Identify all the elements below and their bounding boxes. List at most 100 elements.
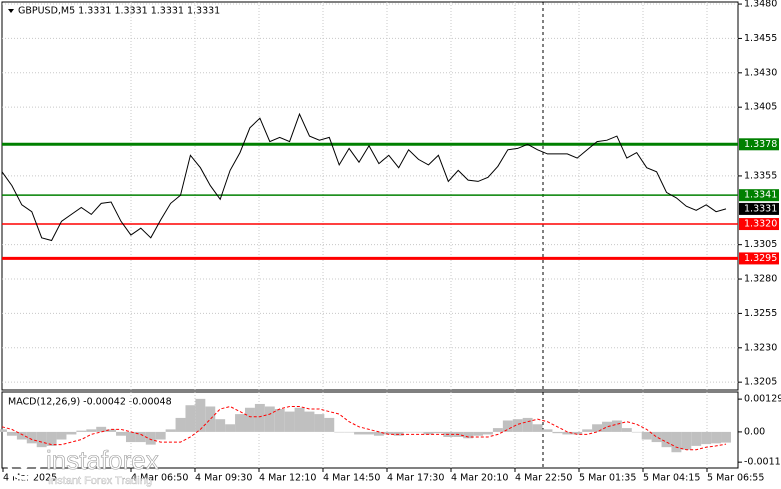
macd-bar	[195, 398, 206, 432]
macd-bar	[254, 403, 265, 432]
macd-bar	[671, 431, 682, 453]
macd-bar	[36, 431, 47, 448]
macd-bar	[572, 431, 583, 435]
macd-bar	[364, 431, 374, 435]
macd-bar	[284, 411, 295, 432]
macd-bar	[155, 431, 166, 440]
macd-bar	[334, 431, 345, 433]
macd-bar	[542, 429, 553, 432]
x-tick-label: 4 Mar 06:50	[131, 473, 188, 484]
macd-bar	[502, 420, 513, 432]
macd-bar	[125, 431, 136, 443]
macd-bar	[86, 429, 97, 432]
macd-bar	[611, 420, 622, 432]
macd-bar	[16, 431, 27, 440]
macd-bar	[691, 431, 702, 446]
macd-bar	[661, 431, 672, 448]
macd-bar	[383, 431, 394, 435]
y-tick-label: 1.3230	[744, 342, 777, 353]
macd-bar	[294, 407, 305, 432]
y-tick-label: 0.00129	[744, 394, 781, 405]
y-tick-label: 1.3430	[744, 67, 777, 78]
macd-bar	[96, 426, 107, 432]
x-tick-label: 4 Mar 12:10	[259, 473, 316, 484]
macd-bar	[473, 431, 484, 436]
macd-bar	[175, 417, 186, 432]
macd-bar	[463, 431, 474, 439]
macd-bar	[562, 431, 573, 435]
y-tick-label: 1.3280	[744, 274, 777, 285]
price-panel	[1, 1, 739, 391]
macd-bar	[641, 431, 652, 440]
macd-bar	[433, 431, 444, 434]
macd-bar	[393, 431, 404, 436]
macd-bar	[483, 431, 493, 435]
macd-bar	[403, 431, 414, 433]
macd-bar	[304, 411, 315, 432]
macd-bar	[116, 431, 126, 436]
y-tick-label: 1.3255	[744, 308, 777, 319]
watermark-tagline: Instant Forex Trading	[48, 475, 152, 487]
y-tick-label: 1.3355	[744, 170, 777, 181]
macd-bar	[582, 429, 593, 432]
y-tick-label: 1.3480	[744, 0, 777, 10]
macd-bar	[492, 428, 503, 432]
logo-mark	[16, 455, 32, 471]
macd-bar	[631, 431, 642, 433]
level-label: 1.3295	[744, 253, 777, 264]
last-price-label: 1.3331	[744, 203, 777, 214]
y-tick-label: 0.00	[744, 426, 765, 437]
macd-bar	[552, 431, 563, 434]
macd-bar	[621, 428, 632, 432]
macd-bar	[651, 431, 662, 443]
watermark-brand: instaforex	[46, 445, 159, 475]
macd-bar	[165, 429, 176, 432]
y-tick-label: -0.00119	[744, 457, 781, 468]
x-tick-label: 5 Mar 06:55	[707, 473, 764, 484]
macd-bar	[701, 431, 712, 445]
level-label: 1.3320	[744, 219, 777, 230]
macd-bar	[66, 431, 77, 435]
macd-bar	[185, 405, 196, 432]
chart-title: GBPUSD,M5 1.3331 1.3331 1.3331 1.3331	[18, 6, 220, 17]
price-line	[1, 112, 727, 242]
macd-bar	[592, 424, 603, 432]
macd-bar	[46, 431, 57, 446]
macd-bar	[324, 417, 335, 432]
macd-bar	[145, 431, 156, 445]
y-tick-label: 1.3405	[744, 102, 777, 113]
macd-bar	[235, 414, 245, 432]
macd-title: MACD(12,26,9) -0.00042 -0.00048	[8, 397, 172, 408]
macd-bar	[0, 429, 7, 432]
x-tick-label: 4 Mar 20:10	[451, 473, 508, 484]
y-tick-label: 1.3455	[744, 33, 777, 44]
y-tick-label: 1.3205	[744, 377, 777, 388]
level-tag	[739, 218, 779, 231]
last-price-tag	[739, 202, 779, 215]
macd-bar	[711, 431, 722, 444]
x-tick-label: 5 Mar 01:35	[579, 473, 636, 484]
macd-bar	[264, 406, 275, 432]
watermark: instaforex Instant Forex Trading	[7, 445, 159, 487]
macd-bar	[244, 407, 255, 432]
macd-bar	[76, 430, 87, 432]
macd-bar	[423, 431, 434, 435]
macd-bar	[373, 431, 384, 436]
level-label: 1.3341	[744, 190, 777, 201]
x-tick-label: 4 Mar 14:50	[323, 473, 380, 484]
macd-bar	[413, 431, 424, 433]
macd-bar	[6, 431, 17, 436]
macd-bar	[225, 424, 236, 432]
dropdown-icon	[8, 9, 14, 13]
macd-bar	[215, 419, 226, 432]
x-tick-label: 4 Mar 22:50	[515, 473, 572, 484]
macd-bar	[532, 424, 543, 432]
macd-bar	[314, 414, 325, 432]
macd-bar	[512, 419, 523, 432]
level-tag	[739, 189, 779, 202]
macd-bar	[354, 431, 364, 435]
macd-bar	[106, 429, 117, 432]
x-tick-label: 5 Mar 04:15	[643, 473, 700, 484]
macd-bar	[522, 417, 533, 432]
